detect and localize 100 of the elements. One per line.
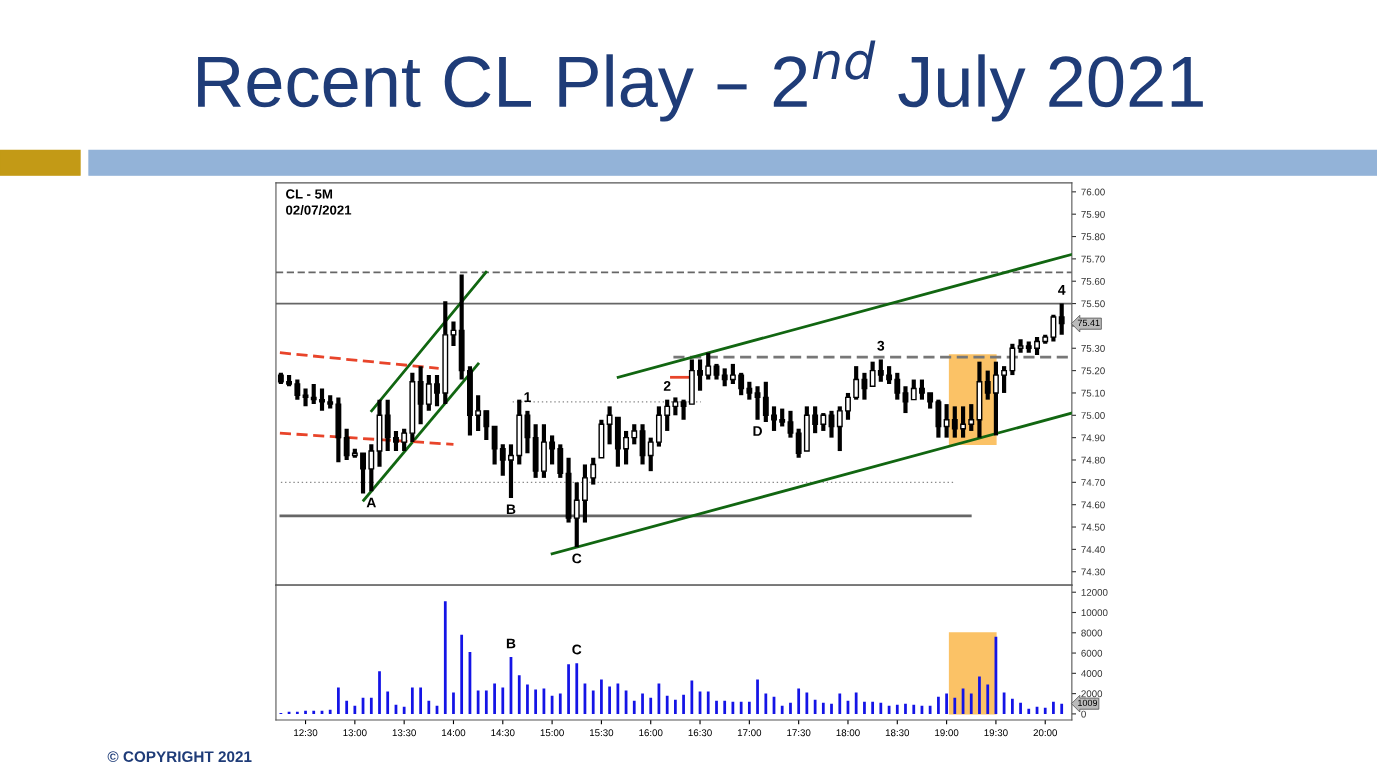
- candlestick: [664, 399, 671, 431]
- candlestick: [393, 430, 399, 452]
- y-tick-label: 75.90: [1081, 210, 1105, 218]
- x-tick-label: 18:00: [836, 729, 860, 737]
- candlestick: [705, 352, 712, 380]
- candlestick: [508, 444, 514, 498]
- bar: [739, 701, 743, 714]
- candlestick: [1001, 366, 1008, 393]
- bar: [871, 701, 875, 714]
- bar: [369, 697, 373, 714]
- candlestick: [729, 363, 736, 385]
- candlestick: [631, 424, 638, 445]
- bar: [912, 704, 916, 714]
- bar: [723, 700, 727, 714]
- text: © COPYRIGHT 2021: [107, 751, 252, 763]
- candlestick: [762, 381, 769, 422]
- bar: [821, 702, 825, 714]
- candlestick: [1034, 337, 1040, 355]
- y-tick-label: 74.70: [1081, 479, 1105, 486]
- candlestick: [475, 395, 482, 431]
- bar: [928, 705, 932, 714]
- bar: [632, 700, 636, 714]
- y-tick-label: 75.00: [1081, 412, 1105, 419]
- bar: [641, 693, 644, 714]
- candlestick: [738, 372, 745, 396]
- bar: [427, 700, 431, 714]
- bar: [1060, 703, 1064, 714]
- y-tick-label: 2000: [1081, 690, 1103, 698]
- annotation: D: [753, 426, 762, 436]
- bar: [706, 691, 710, 714]
- bar: [312, 710, 316, 714]
- annotation: C: [572, 644, 582, 655]
- bar: [969, 693, 973, 714]
- bar: [419, 687, 423, 714]
- bar: [443, 601, 447, 714]
- bar: [476, 690, 480, 714]
- y-tick-label: 75.30: [1081, 344, 1105, 352]
- bar: [386, 691, 390, 714]
- bar: [345, 700, 349, 714]
- candlestick: [943, 404, 950, 438]
- bar: [682, 694, 685, 714]
- annotation: A: [366, 497, 376, 508]
- candlestick: [877, 359, 884, 382]
- y-tick-label: 4000: [1081, 670, 1103, 677]
- candlestick: [302, 388, 309, 407]
- bar: [1019, 702, 1022, 714]
- bar: [1027, 708, 1031, 714]
- bar: [789, 702, 792, 714]
- bar: [764, 693, 768, 714]
- candlestick: [360, 452, 366, 494]
- x-tick-label: 18:30: [885, 729, 910, 737]
- candlestick: [294, 379, 301, 400]
- annotation: CL - 5M 02/07/2021: [286, 189, 352, 215]
- bar: [797, 688, 801, 714]
- bar: [813, 699, 817, 714]
- bar: [410, 687, 414, 714]
- candlestick: [384, 399, 391, 452]
- bar: [353, 705, 357, 714]
- candlestick: [425, 375, 432, 411]
- annotation: B: [506, 638, 516, 649]
- bar: [854, 692, 858, 714]
- bar: [328, 709, 332, 714]
- bar: [608, 686, 611, 714]
- candlestick: [845, 392, 851, 420]
- bar: [838, 693, 842, 714]
- bar: [690, 680, 694, 714]
- bar: [649, 697, 653, 714]
- x-tick-label: 15:00: [540, 729, 564, 737]
- candlestick: [467, 366, 473, 436]
- bar: [558, 693, 562, 714]
- candlestick: [984, 370, 991, 400]
- x-tick-label: 13:30: [392, 729, 416, 737]
- candlestick: [623, 430, 630, 465]
- bar: [517, 675, 521, 714]
- candlestick: [450, 321, 457, 347]
- annotation: 3: [877, 340, 885, 351]
- bar: [304, 710, 307, 714]
- candlestick: [836, 406, 843, 452]
- candlestick: [647, 437, 654, 472]
- candlestick: [1058, 303, 1065, 335]
- bar: [452, 692, 455, 714]
- x-tick-label: 17:30: [787, 729, 811, 737]
- bar: [567, 664, 570, 714]
- x-tick-label: 20:00: [1033, 729, 1058, 737]
- bar: [978, 676, 981, 714]
- bar: [895, 704, 899, 714]
- candlestick: [960, 406, 967, 438]
- bar: [805, 692, 809, 714]
- x-tick-label: 14:00: [442, 729, 466, 737]
- y-tick-label: 74.50: [1081, 523, 1105, 531]
- y-tick-label: 75.80: [1081, 233, 1105, 241]
- bar: [747, 701, 751, 714]
- candlestick: [894, 372, 901, 400]
- x-tick-label: 19:00: [935, 729, 959, 737]
- candlestick: [581, 464, 588, 523]
- bar: [1043, 707, 1047, 714]
- y-tick-label: 74.90: [1081, 434, 1105, 442]
- bar: [402, 706, 406, 714]
- y-tick-label: 75.70: [1081, 255, 1105, 263]
- bar: [591, 690, 595, 714]
